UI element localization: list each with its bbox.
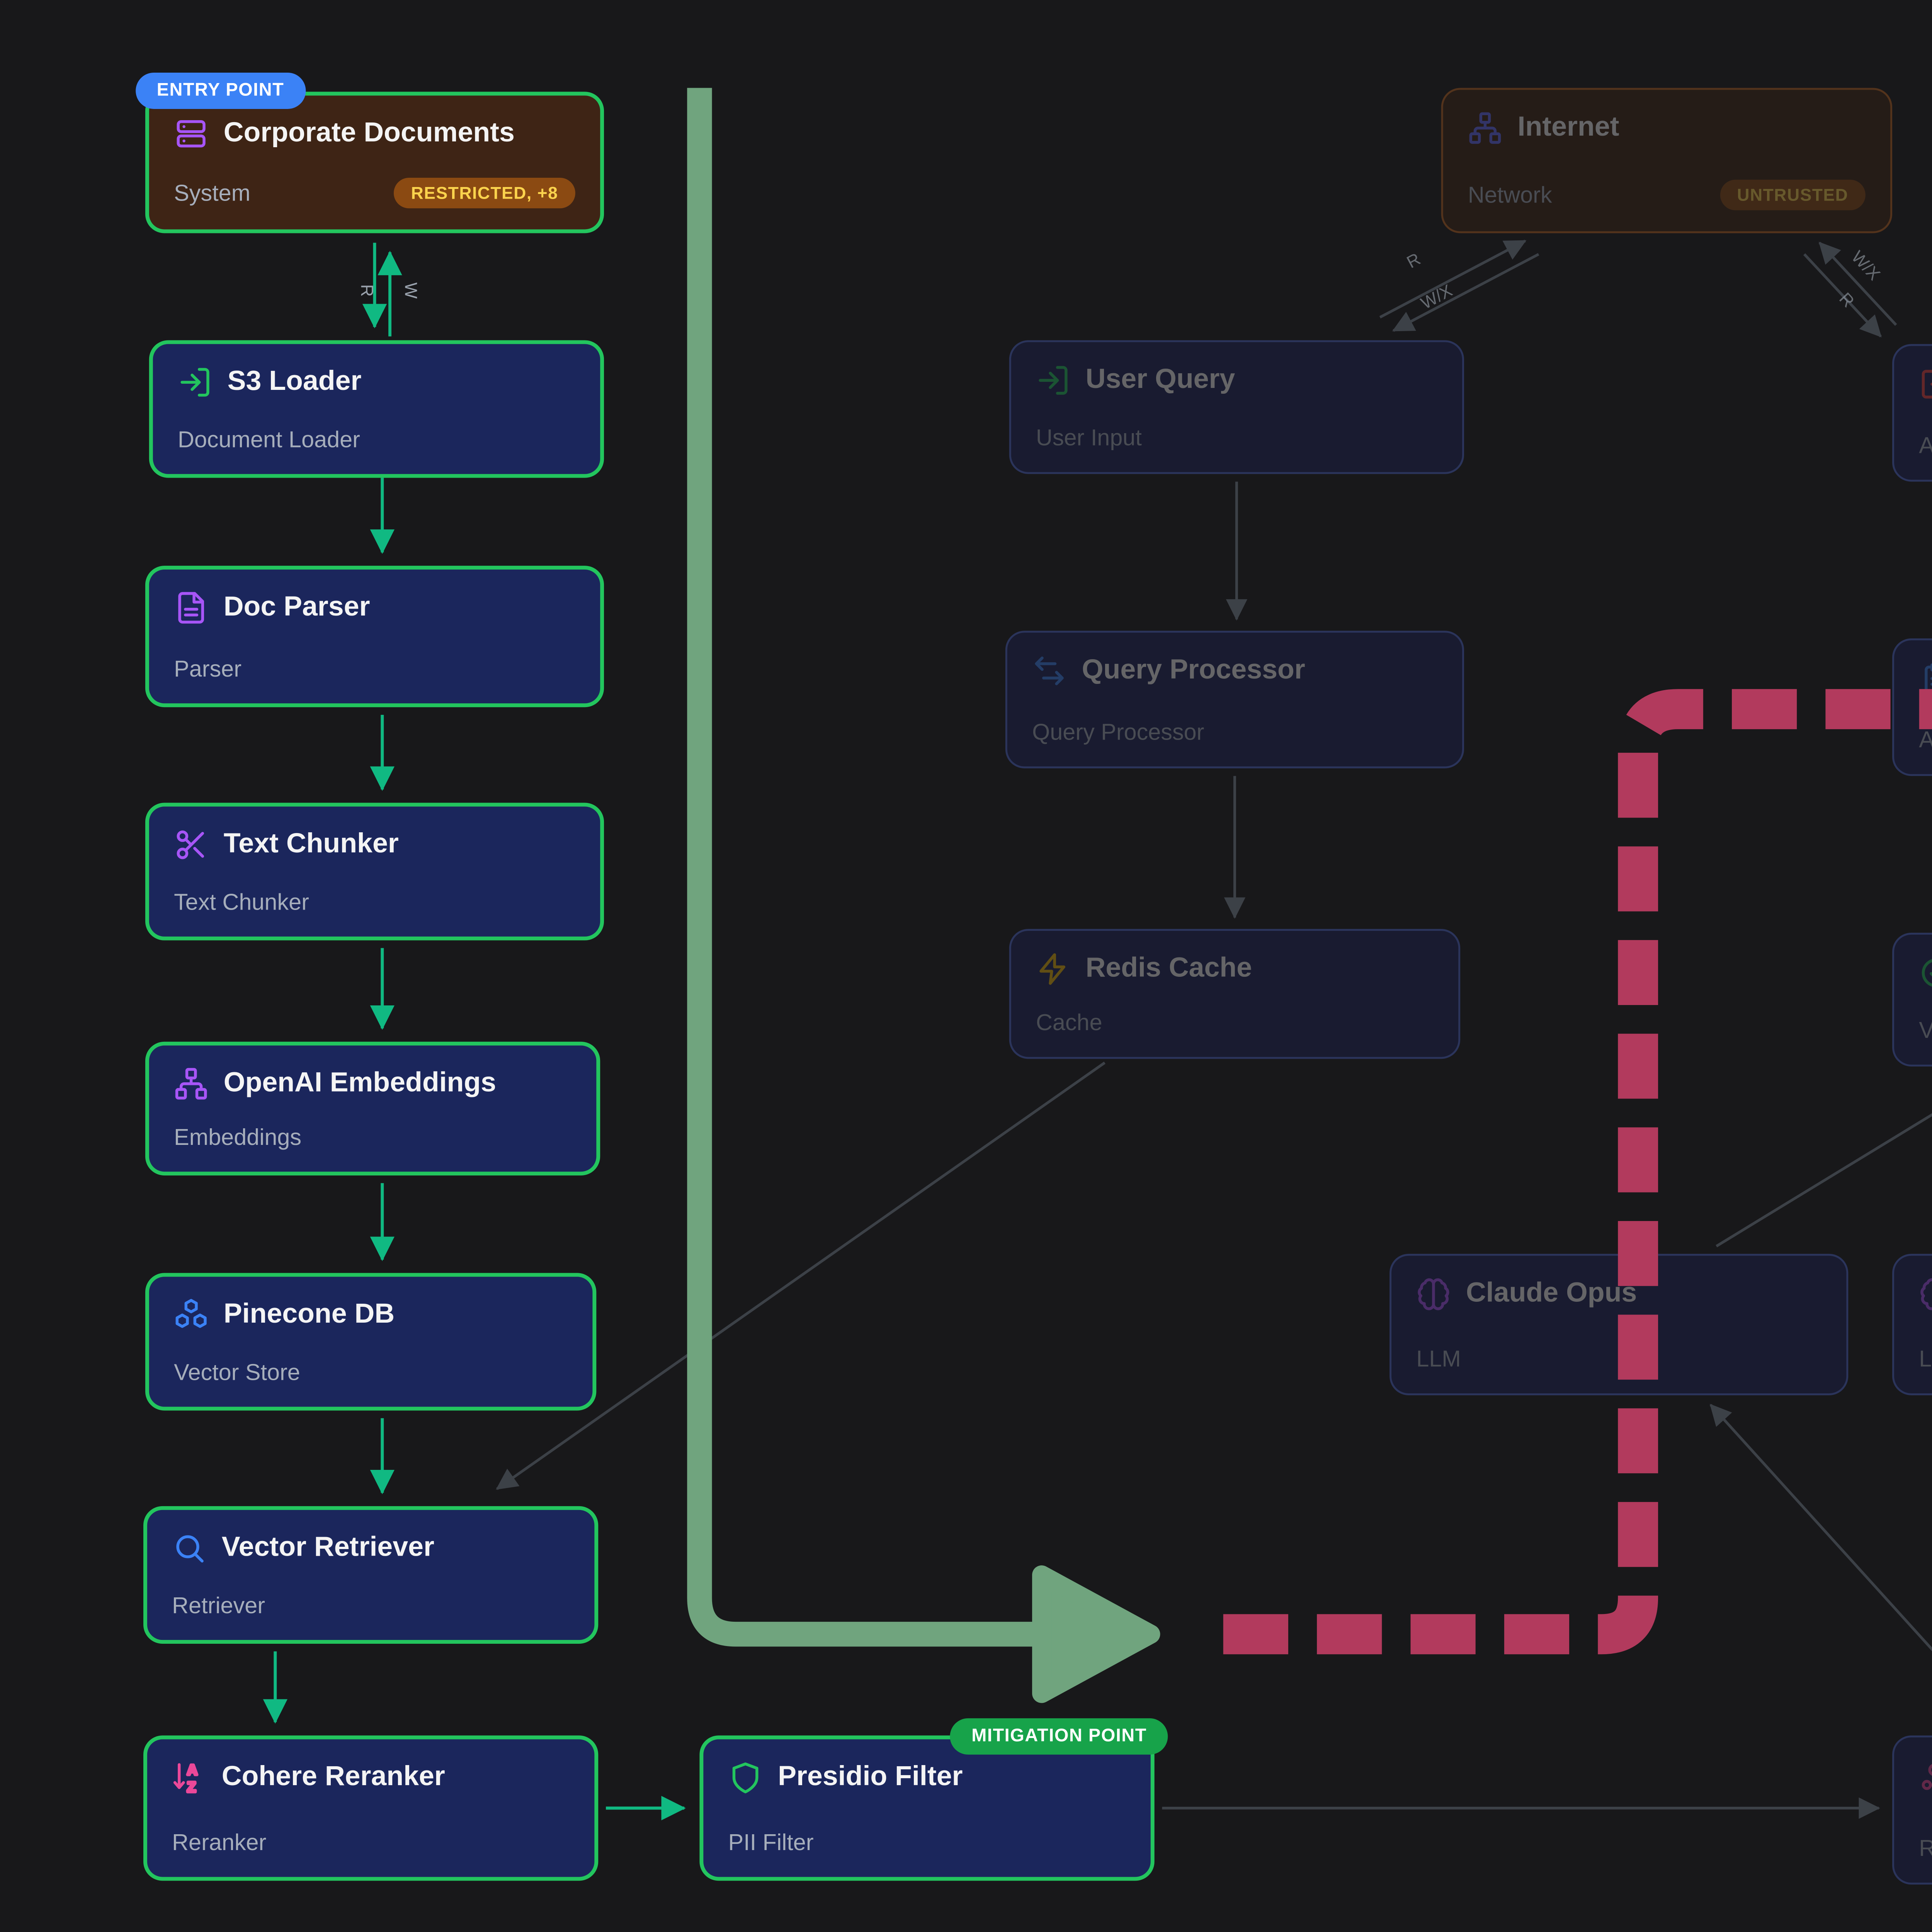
highlight-flow-arrow-green xyxy=(687,88,1160,1703)
node-openai-embeddings[interactable]: OpenAI Embeddings Embeddings xyxy=(145,1041,600,1176)
edge-internet-to-userquery xyxy=(1392,253,1539,332)
node-claude-opus[interactable]: Claude Opus LLM xyxy=(1389,1253,1849,1395)
edge-internet-to-api xyxy=(1803,253,1882,338)
zap-icon xyxy=(1036,952,1070,986)
node-output-validator[interactable]: Output Validator Validator xyxy=(1892,932,1932,1067)
node-query-processor[interactable]: Query Processor Query Processor xyxy=(1005,631,1464,769)
mitigation-point-badge: MITIGATION POINT xyxy=(950,1718,1168,1755)
edge-label-uq-internet-wx: W/X xyxy=(1418,281,1455,313)
node-vector-retriever[interactable]: Vector Retriever Retriever xyxy=(143,1506,599,1644)
node-doc-parser[interactable]: Doc Parser Parser xyxy=(145,566,604,707)
log-out-icon xyxy=(1919,367,1932,401)
node-pinecone-db[interactable]: Pinecone DB Vector Store xyxy=(145,1273,597,1411)
node-title: Presidio Filter xyxy=(778,1762,963,1793)
brain-icon xyxy=(1416,1277,1451,1311)
edge-claude-to-validator xyxy=(1716,1113,1932,1248)
node-subtitle: Cache xyxy=(1036,1009,1102,1036)
node-subtitle: System xyxy=(174,179,251,207)
node-corporate-documents[interactable]: ENTRY POINT Corporate Documents System R… xyxy=(136,72,604,233)
attack-path-arrow-red xyxy=(1223,689,1932,1655)
node-subtitle: Vector Store xyxy=(174,1359,300,1386)
node-subtitle: Validator xyxy=(1919,1017,1932,1044)
node-presidio-filter[interactable]: MITIGATION POINT Presidio Filter PII Fil… xyxy=(699,1718,1168,1881)
route-icon xyxy=(1919,1759,1932,1793)
log-in-icon xyxy=(178,365,212,400)
node-title: Vector Retriever xyxy=(221,1533,435,1564)
boxes-icon xyxy=(174,1298,208,1332)
node-text-chunker[interactable]: Text Chunker Text Chunker xyxy=(145,803,604,940)
node-subtitle: Parser xyxy=(174,655,242,682)
untrusted-badge: UNTRUSTED xyxy=(1719,179,1866,211)
node-title: Corporate Documents xyxy=(223,118,515,149)
node-title: Pinecone DB xyxy=(223,1299,395,1330)
clipboard-icon xyxy=(1919,661,1932,696)
node-llm-router[interactable]: LLM Router Router xyxy=(1892,1735,1932,1885)
edge-label-uq-internet-r: R xyxy=(1404,250,1423,272)
node-subtitle: Text Chunker xyxy=(174,889,309,916)
server-icon xyxy=(174,117,208,151)
node-gpt-4[interactable]: GPT-4 LLM xyxy=(1892,1253,1932,1395)
node-title: Cohere Reranker xyxy=(221,1762,445,1793)
node-title: S3 Loader xyxy=(227,367,362,398)
edge-api-to-internet xyxy=(1818,242,1897,326)
edge-router-to-claude xyxy=(1709,1404,1932,1651)
node-subtitle: Retriever xyxy=(172,1592,265,1619)
edge-label-internet-api-r: R xyxy=(1835,289,1858,311)
search-icon xyxy=(172,1531,206,1565)
node-cohere-reranker[interactable]: Cohere Reranker Reranker xyxy=(143,1735,599,1881)
network-icon xyxy=(1468,111,1502,145)
node-title: Internet xyxy=(1517,112,1619,143)
entry-point-badge: ENTRY POINT xyxy=(136,72,305,109)
node-title: OpenAI Embeddings xyxy=(223,1068,497,1099)
node-subtitle: API Output xyxy=(1919,432,1932,459)
node-subtitle: Reranker xyxy=(172,1829,267,1856)
sort-az-icon xyxy=(172,1760,206,1795)
restricted-badge: RESTRICTED, +8 xyxy=(394,178,575,209)
check-circle-icon xyxy=(1919,956,1932,990)
edge-userquery-to-internet xyxy=(1379,240,1527,319)
node-title: User Query xyxy=(1085,365,1235,396)
node-title: Text Chunker xyxy=(223,829,399,860)
edge-label-read: R xyxy=(357,284,376,297)
node-s3-loader[interactable]: S3 Loader Document Loader xyxy=(149,340,604,478)
node-internet[interactable]: Internet Network UNTRUSTED xyxy=(1441,88,1893,233)
node-subtitle: LLM xyxy=(1416,1345,1461,1372)
scissors-icon xyxy=(174,828,208,862)
edge-label-write: W xyxy=(401,282,420,299)
node-subtitle: Document Loader xyxy=(178,426,360,453)
node-redis-cache[interactable]: Redis Cache Cache xyxy=(1009,929,1461,1059)
log-in-icon xyxy=(1036,363,1070,398)
node-subtitle: User Input xyxy=(1036,424,1142,451)
node-title: Redis Cache xyxy=(1085,954,1252,985)
node-subtitle: Query Processor xyxy=(1032,718,1204,746)
node-subtitle: Network xyxy=(1468,181,1552,209)
node-title: Query Processor xyxy=(1082,655,1305,686)
node-subtitle: Router xyxy=(1919,1835,1932,1862)
node-subtitle: PII Filter xyxy=(728,1829,814,1856)
edge-label-internet-api-wx: W/X xyxy=(1848,247,1884,284)
swap-arrows-icon xyxy=(1032,654,1066,688)
node-compliance-logger[interactable]: Compliance Logger Audit Logger xyxy=(1892,638,1932,776)
node-user-query[interactable]: User Query User Input xyxy=(1009,340,1464,474)
node-subtitle: Embeddings xyxy=(174,1124,302,1151)
network-icon xyxy=(174,1066,208,1101)
node-title: Claude Opus xyxy=(1466,1279,1637,1310)
node-title: Doc Parser xyxy=(223,592,370,623)
shield-icon xyxy=(728,1760,763,1795)
node-rest-api-output[interactable]: Rest API Output API Output xyxy=(1892,344,1932,482)
node-subtitle: Audit Logger xyxy=(1919,726,1932,753)
file-text-icon xyxy=(174,590,208,625)
node-subtitle: LLM xyxy=(1919,1345,1932,1372)
brain-icon xyxy=(1919,1277,1932,1311)
